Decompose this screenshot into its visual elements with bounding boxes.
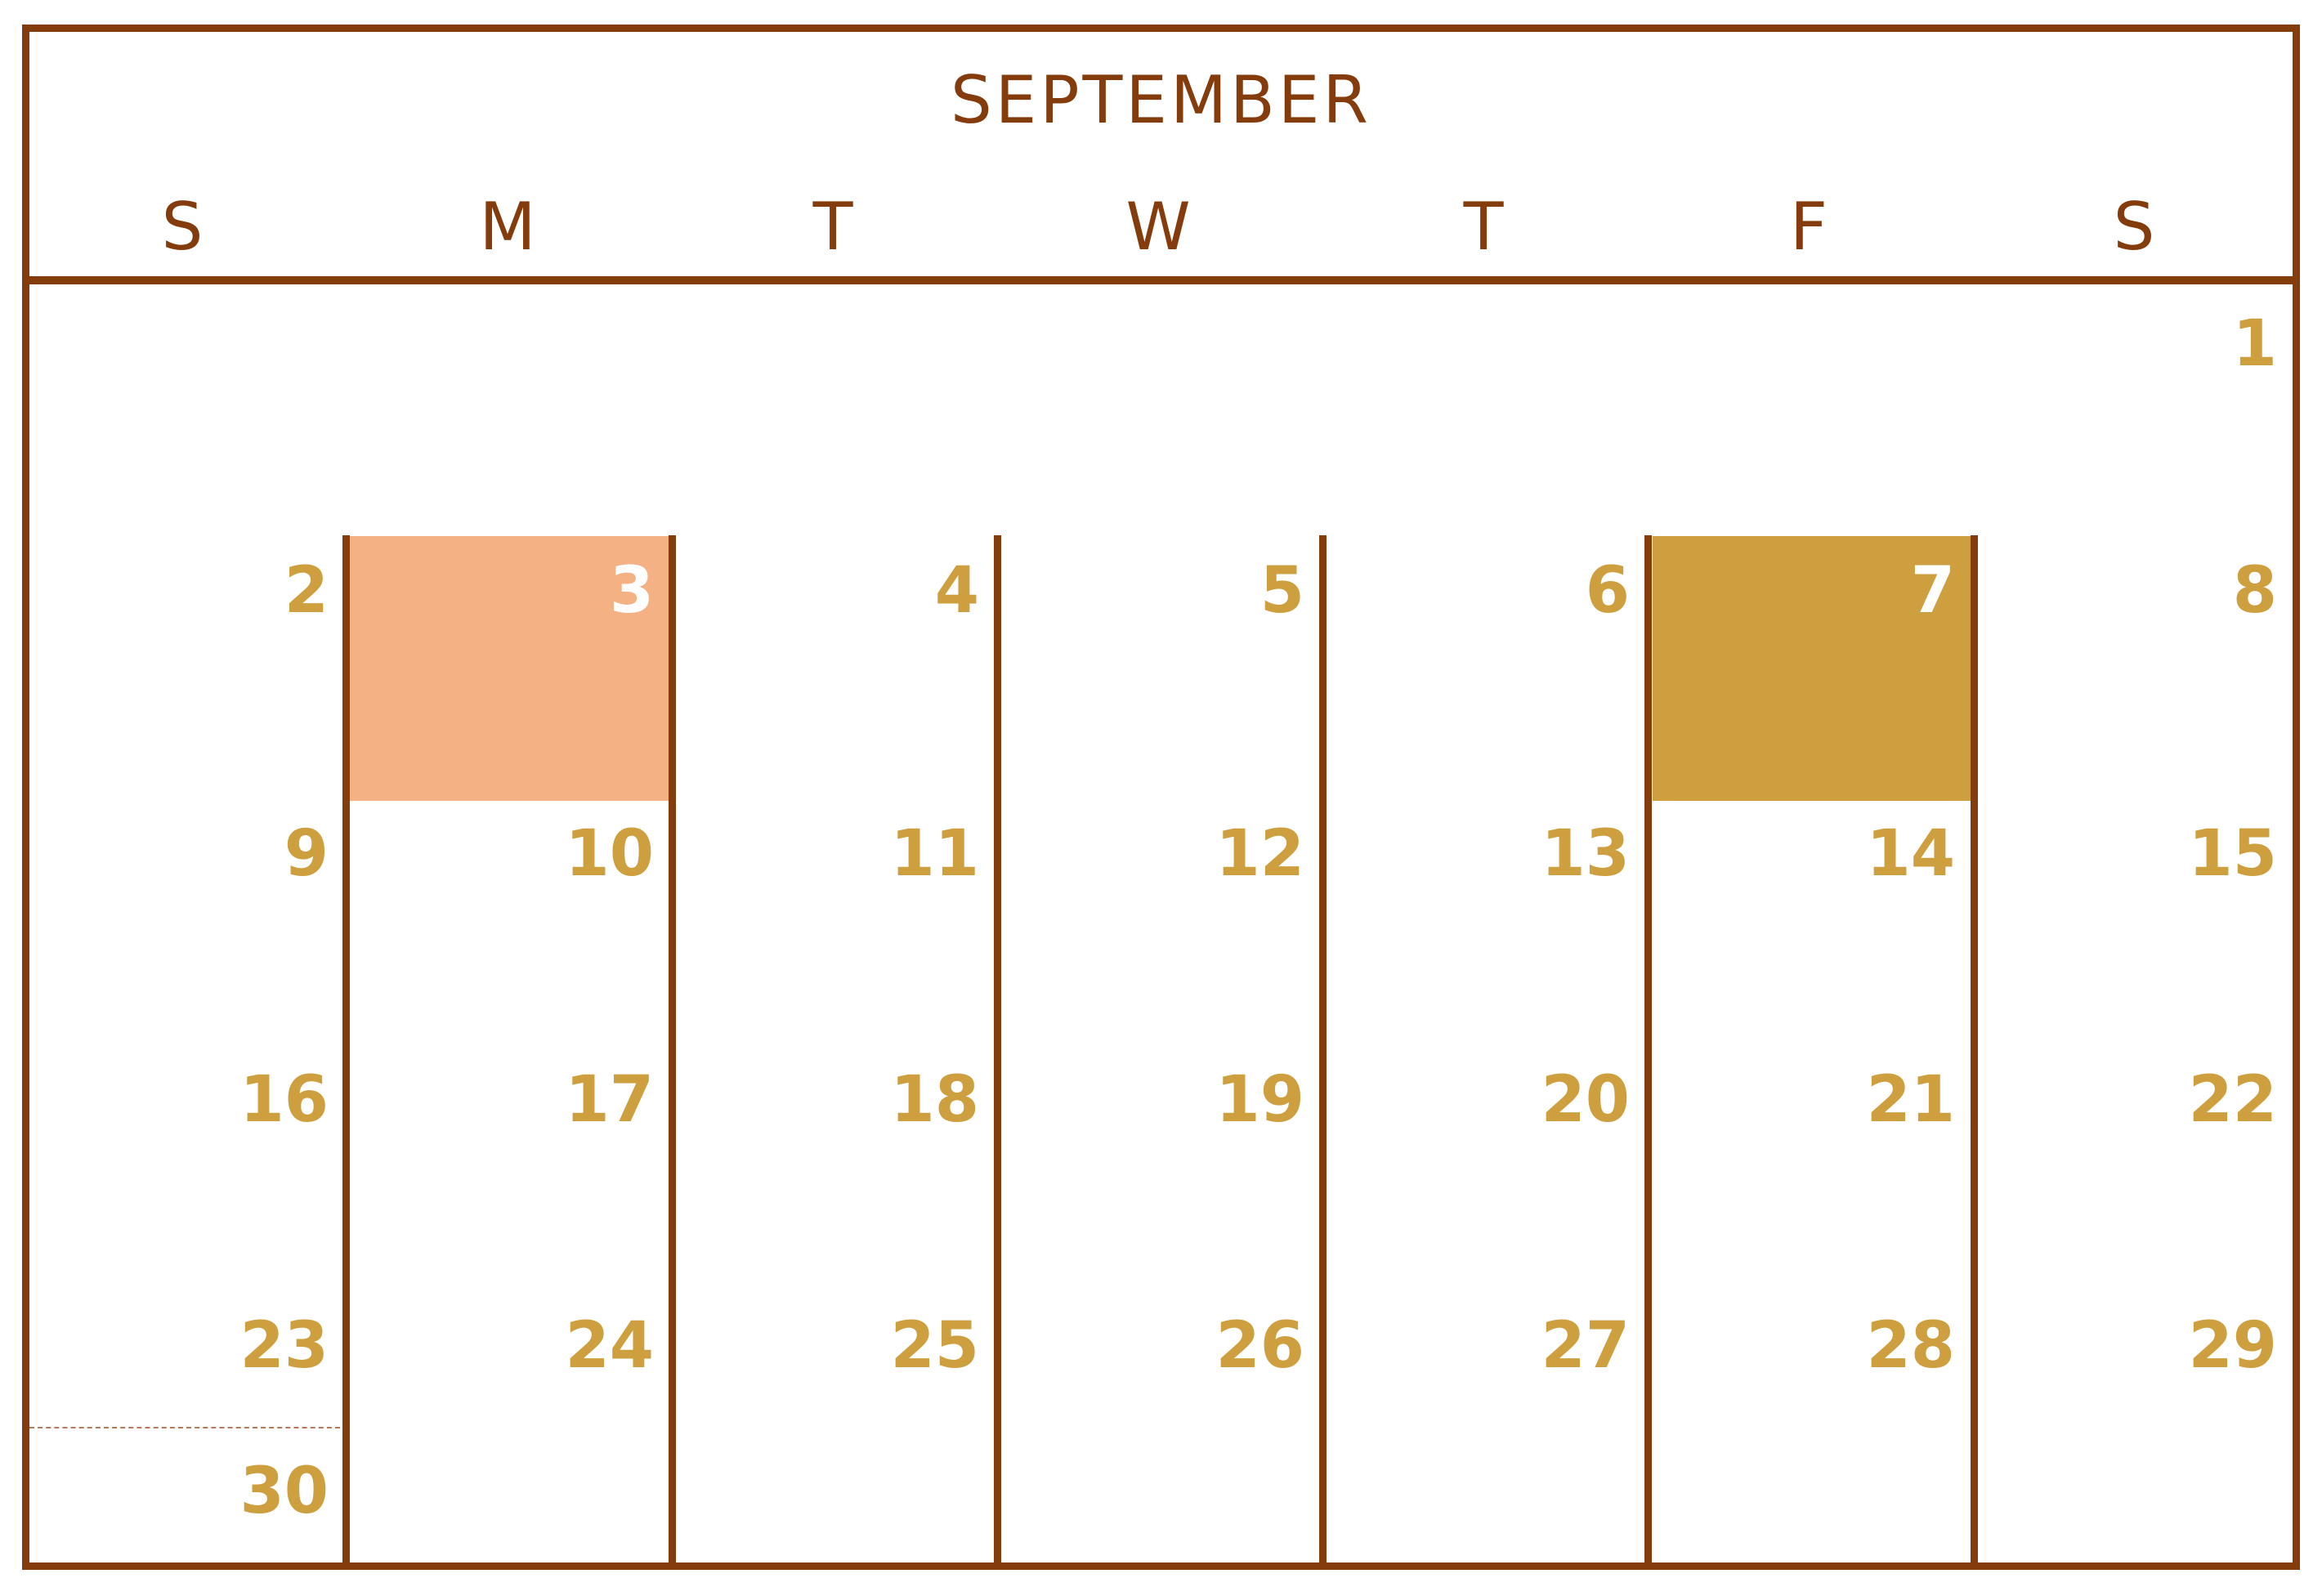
day-20[interactable]: 20 <box>1541 1063 1630 1137</box>
weekday-friday: F <box>1789 189 1828 265</box>
day-11[interactable]: 11 <box>890 817 979 891</box>
day-25[interactable]: 25 <box>890 1309 979 1383</box>
day-13[interactable]: 13 <box>1541 817 1630 891</box>
day-16[interactable]: 16 <box>239 1063 329 1137</box>
day-8[interactable]: 8 <box>2232 554 2277 628</box>
day-5[interactable]: 5 <box>1259 554 1304 628</box>
weekday-sunday: S <box>161 189 204 265</box>
weekday-wednesday: W <box>1125 189 1191 265</box>
day-29[interactable]: 29 <box>2188 1309 2277 1383</box>
weekday-tuesday: T <box>812 189 853 265</box>
column-separator <box>342 535 350 1570</box>
day-24[interactable]: 24 <box>565 1309 654 1383</box>
day-4[interactable]: 4 <box>934 554 979 628</box>
day-10[interactable]: 10 <box>565 817 654 891</box>
day-26[interactable]: 26 <box>1215 1309 1304 1383</box>
column-separator <box>1319 535 1327 1570</box>
day-12[interactable]: 12 <box>1215 817 1304 891</box>
day-9[interactable]: 9 <box>284 817 329 891</box>
highlight-day-7 <box>1653 536 1975 801</box>
day-14[interactable]: 14 <box>1866 817 1955 891</box>
weekday-saturday: S <box>2113 189 2155 265</box>
day-6[interactable]: 6 <box>1585 554 1630 628</box>
day-21[interactable]: 21 <box>1866 1063 1955 1137</box>
day-2[interactable]: 2 <box>284 554 329 628</box>
day-27[interactable]: 27 <box>1541 1309 1630 1383</box>
day-22[interactable]: 22 <box>2188 1063 2277 1137</box>
column-separator <box>669 535 676 1570</box>
day-15[interactable]: 15 <box>2188 817 2277 891</box>
calendar-frame <box>22 25 2300 1570</box>
split-cell-divider <box>29 1427 340 1428</box>
highlight-day-3 <box>350 536 672 801</box>
day-19[interactable]: 19 <box>1215 1063 1304 1137</box>
day-30[interactable]: 30 <box>239 1455 329 1528</box>
header-divider <box>22 276 2300 284</box>
day-17[interactable]: 17 <box>565 1063 654 1137</box>
day-3[interactable]: 3 <box>609 554 654 628</box>
column-separator <box>1644 535 1652 1570</box>
month-title: SEPTEMBER <box>950 62 1372 138</box>
column-separator <box>994 535 1001 1570</box>
day-18[interactable]: 18 <box>890 1063 979 1137</box>
day-23[interactable]: 23 <box>239 1309 329 1383</box>
day-7[interactable]: 7 <box>1910 554 1955 628</box>
column-separator <box>1971 535 1978 1570</box>
weekday-monday: M <box>479 189 536 265</box>
day-28[interactable]: 28 <box>1866 1309 1955 1383</box>
weekday-thursday: T <box>1463 189 1504 265</box>
day-1[interactable]: 1 <box>2232 307 2277 381</box>
